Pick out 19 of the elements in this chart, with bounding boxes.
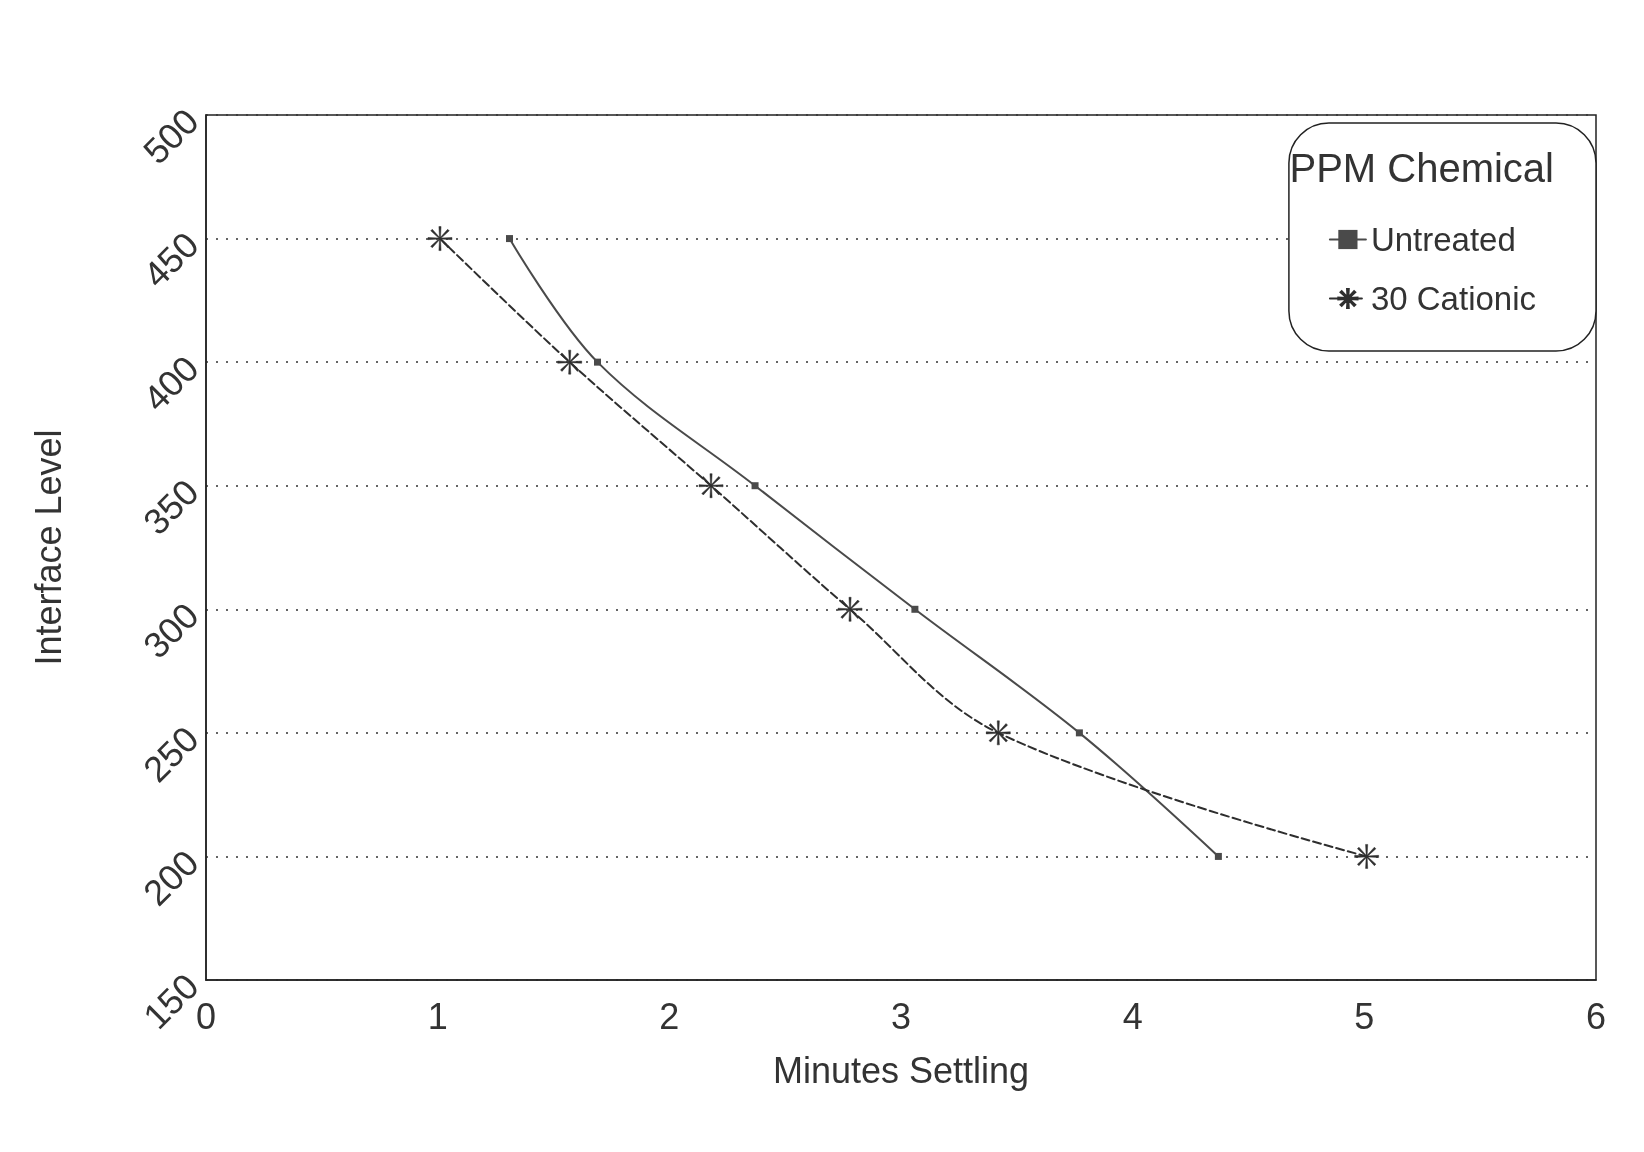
x-axis-title: Minutes Settling [772,1049,1030,1091]
y-tick-label: 200 [135,841,207,914]
x-tick-label: 6 [1585,995,1607,1037]
x-tick-label: 1 [427,995,448,1037]
legend-title: PPM Chemical [1289,146,1554,190]
x-tick-label: 0 [195,995,217,1037]
y-tick-label: 450 [135,224,207,296]
x-tick-label: 5 [1354,995,1375,1037]
y-tick-label: 500 [135,100,207,172]
x-tick-label: 3 [890,995,912,1037]
y-tick-label: 250 [135,718,207,790]
y-tick-label: 350 [135,471,207,543]
x-tick-label: 2 [659,995,680,1037]
y-tick-label: 300 [135,594,207,667]
y-tick-label: 400 [135,347,207,420]
legend-label: 30 Cationic [1370,280,1537,317]
x-tick-label: 4 [1122,995,1143,1037]
legend-label: Untreated [1370,221,1516,258]
y-axis-title: Interface Level [27,429,69,666]
